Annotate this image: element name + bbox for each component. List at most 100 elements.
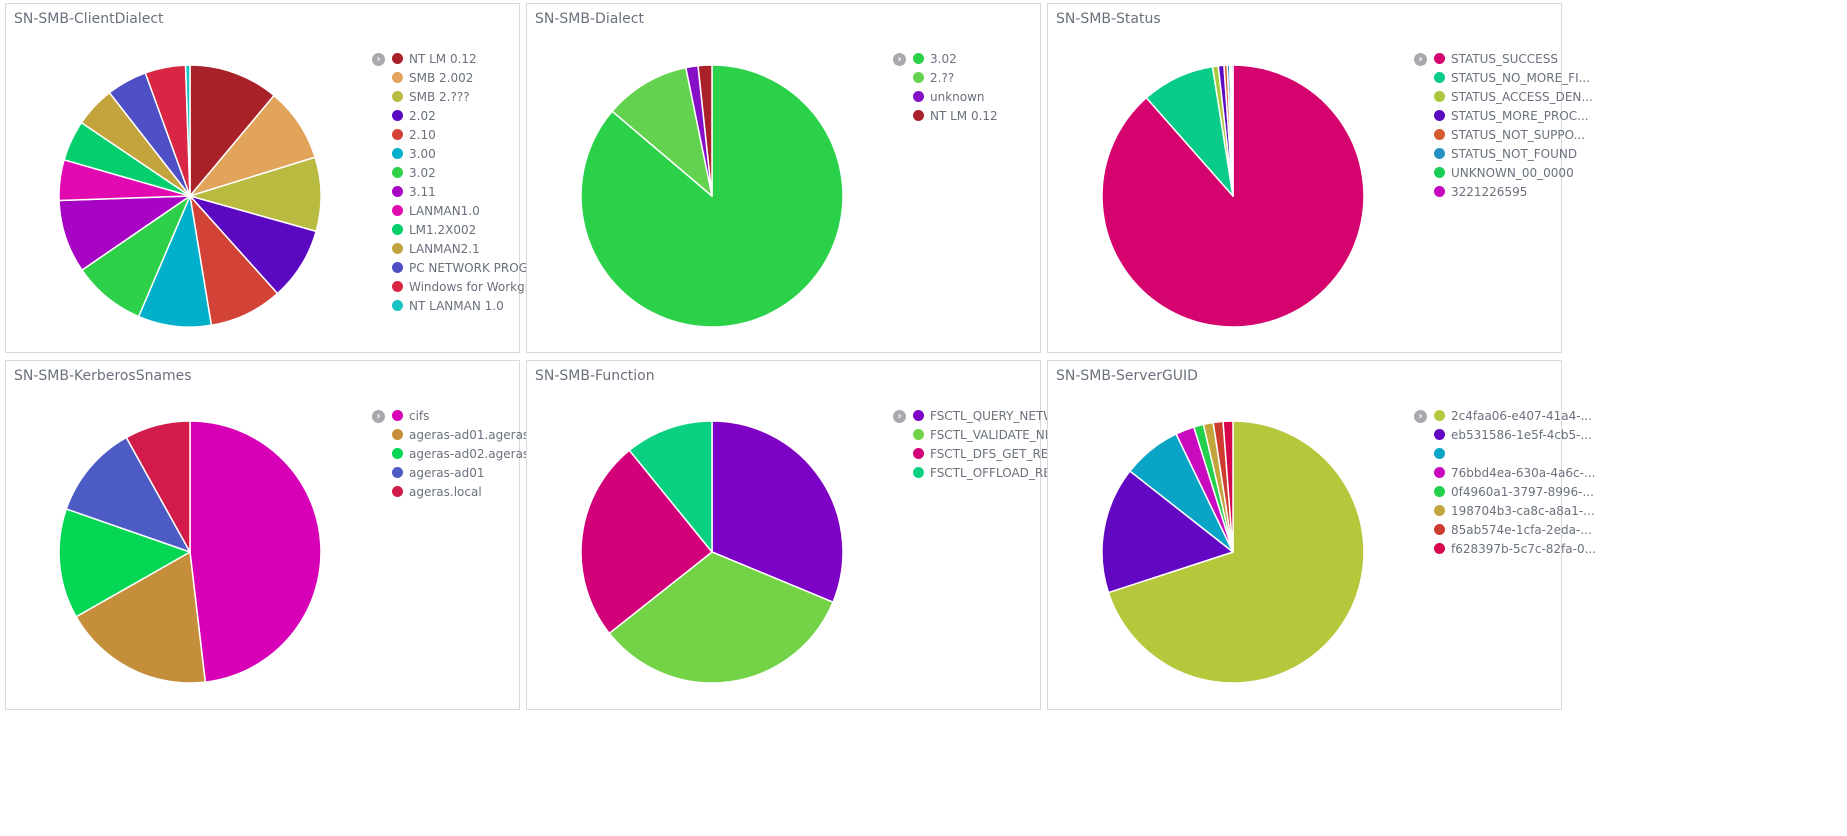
legend-item[interactable]: 198704b3-ca8c-a8a1-... [1434,501,1596,520]
legend-item[interactable]: 3.02 [913,49,998,68]
panel-title: SN-SMB-Function [535,368,655,384]
legend-item[interactable] [1434,444,1596,463]
legend-color-dot [392,186,403,197]
legend-item[interactable]: 3.11 [392,182,547,201]
legend-item[interactable]: STATUS_MORE_PROC... [1434,106,1593,125]
legend-item[interactable]: ageras-ad02.ageras.l... [392,444,548,463]
legend-label: STATUS_NOT_SUPPO... [1451,127,1586,142]
legend-toggle-icon[interactable]: › [372,410,385,423]
legend-item[interactable]: 76bbd4ea-630a-4a6c-... [1434,463,1596,482]
legend-item[interactable]: PC NETWORK PROGR... [392,258,547,277]
legend-item[interactable]: STATUS_NOT_FOUND [1434,144,1593,163]
pie-slice[interactable] [628,420,713,553]
legend-item[interactable]: ageras.local [392,482,548,501]
legend-item[interactable]: LM1.2X002 [392,220,547,239]
legend-toggle-icon[interactable]: › [1414,410,1427,423]
pie-slice[interactable] [711,420,844,603]
legend-item[interactable]: UNKNOWN_00_0000 [1434,163,1593,182]
legend-item[interactable]: 3.02 [392,163,547,182]
legend-item[interactable]: SMB 2.??? [392,87,547,106]
panel-title: SN-SMB-KerberosSnames [14,368,192,384]
legend-color-dot [392,429,403,440]
legend-item[interactable]: 0f4960a1-3797-8996-... [1434,482,1596,501]
legend-item[interactable]: STATUS_SUCCESS [1434,49,1593,68]
pie-slice[interactable] [125,420,191,553]
legend-item[interactable]: unknown [913,87,998,106]
legend-item[interactable]: cifs [392,406,548,425]
legend-label: Windows for Workgr... [409,279,540,294]
legend-color-dot [1434,91,1445,102]
legend-item[interactable]: eb531586-1e5f-4cb5-... [1434,425,1596,444]
legend-item[interactable]: Windows for Workgr... [392,277,547,296]
legend-color-dot [913,448,924,459]
pie-slice[interactable] [75,551,207,684]
legend-item[interactable]: 2c4faa06-e407-41a4-... [1434,406,1596,425]
legend-color-dot [1434,505,1445,516]
legend-label: 3.02 [409,165,436,180]
legend-label: STATUS_SUCCESS [1451,51,1558,66]
legend-item[interactable]: 3221226595 [1434,182,1593,201]
legend-item[interactable]: FSCTL_OFFLOAD_READ [913,463,1074,482]
legend-item[interactable]: STATUS_ACCESS_DEN... [1434,87,1593,106]
legend-item[interactable]: STATUS_NO_MORE_FI... [1434,68,1593,87]
legend-toggle-icon[interactable]: › [1414,53,1427,66]
legend-item[interactable]: NT LM 0.12 [392,49,547,68]
legend-item[interactable]: 2.10 [392,125,547,144]
panel-kerberos-snames: SN-SMB-KerberosSnames › cifs ageras-ad01.… [5,360,548,710]
legend-item[interactable]: 2.?? [913,68,998,87]
legend-item[interactable]: ageras-ad01 [392,463,548,482]
legend-item[interactable]: STATUS_NOT_SUPPO... [1434,125,1593,144]
panel-title: SN-SMB-Status [1056,11,1161,27]
panel-server-guid: SN-SMB-ServerGUID › 2c4faa06-e407-41a4-.… [1047,360,1596,710]
legend-item[interactable]: 2.02 [392,106,547,125]
legend-label: f628397b-5c7c-82fa-0... [1451,541,1597,556]
legend-item[interactable]: LANMAN2.1 [392,239,547,258]
pie-slice[interactable] [608,551,834,684]
pie-slice[interactable] [611,66,713,197]
legend-item[interactable]: f628397b-5c7c-82fa-0... [1434,539,1596,558]
legend-label: 76bbd4ea-630a-4a6c-... [1451,465,1596,480]
legend-color-dot [1434,148,1445,159]
pie-slice[interactable] [65,436,191,553]
legend-toggle-icon[interactable]: › [893,410,906,423]
legend-label: FSCTL_QUERY_NETW... [930,408,1066,423]
legend-item[interactable]: FSCTL_VALIDATE_NE... [913,425,1074,444]
panel-title: SN-SMB-ServerGUID [1056,368,1198,384]
legend-color-dot [392,167,403,178]
legend-toggle-icon[interactable]: › [893,53,906,66]
legend-item[interactable]: NT LM 0.12 [913,106,998,125]
legend-color-dot [913,429,924,440]
legend-color-dot [913,467,924,478]
legend-item[interactable]: ageras-ad01.ageras.l... [392,425,548,444]
legend-label: STATUS_NOT_FOUND [1451,146,1578,161]
pie-slice[interactable] [184,64,191,197]
pie-slice[interactable] [1230,64,1234,197]
pie-slice[interactable] [189,420,322,683]
legend-item[interactable]: 85ab574e-1cfa-2eda-... [1434,520,1596,539]
legend-item[interactable]: 3.00 [392,144,547,163]
pie-slice[interactable] [1222,420,1234,553]
legend-label: SMB 2.002 [409,70,474,85]
pie-slice[interactable] [580,449,713,635]
legend-toggle-icon[interactable]: › [372,53,385,66]
pie-slice[interactable] [697,64,713,197]
legend-color-dot [913,91,924,102]
legend-item[interactable]: NT LANMAN 1.0 [392,296,547,315]
legend-item[interactable]: FSCTL_QUERY_NETW... [913,406,1074,425]
legend-item[interactable]: FSCTL_DFS_GET_REFE... [913,444,1074,463]
legend-label: 3.02 [930,51,957,66]
legend-color-dot [392,448,403,459]
pie-slice[interactable] [58,508,191,618]
pie-slice[interactable] [189,64,275,197]
legend-item[interactable]: SMB 2.002 [392,68,547,87]
legend-label: STATUS_NO_MORE_FI... [1451,70,1591,85]
legend-list: 2c4faa06-e407-41a4-... eb531586-1e5f-4cb5… [1434,406,1596,558]
pie-slice[interactable] [1107,420,1365,684]
legend-color-dot [392,110,403,121]
legend-label: cifs [409,408,430,423]
legend-color-dot [392,72,403,83]
legend-item[interactable]: LANMAN1.0 [392,201,547,220]
panel-function: SN-SMB-Function › FSCTL_QUERY_NETW... FSC… [526,360,1074,710]
pie-chart [58,64,322,328]
pie-slice[interactable] [1101,470,1234,594]
